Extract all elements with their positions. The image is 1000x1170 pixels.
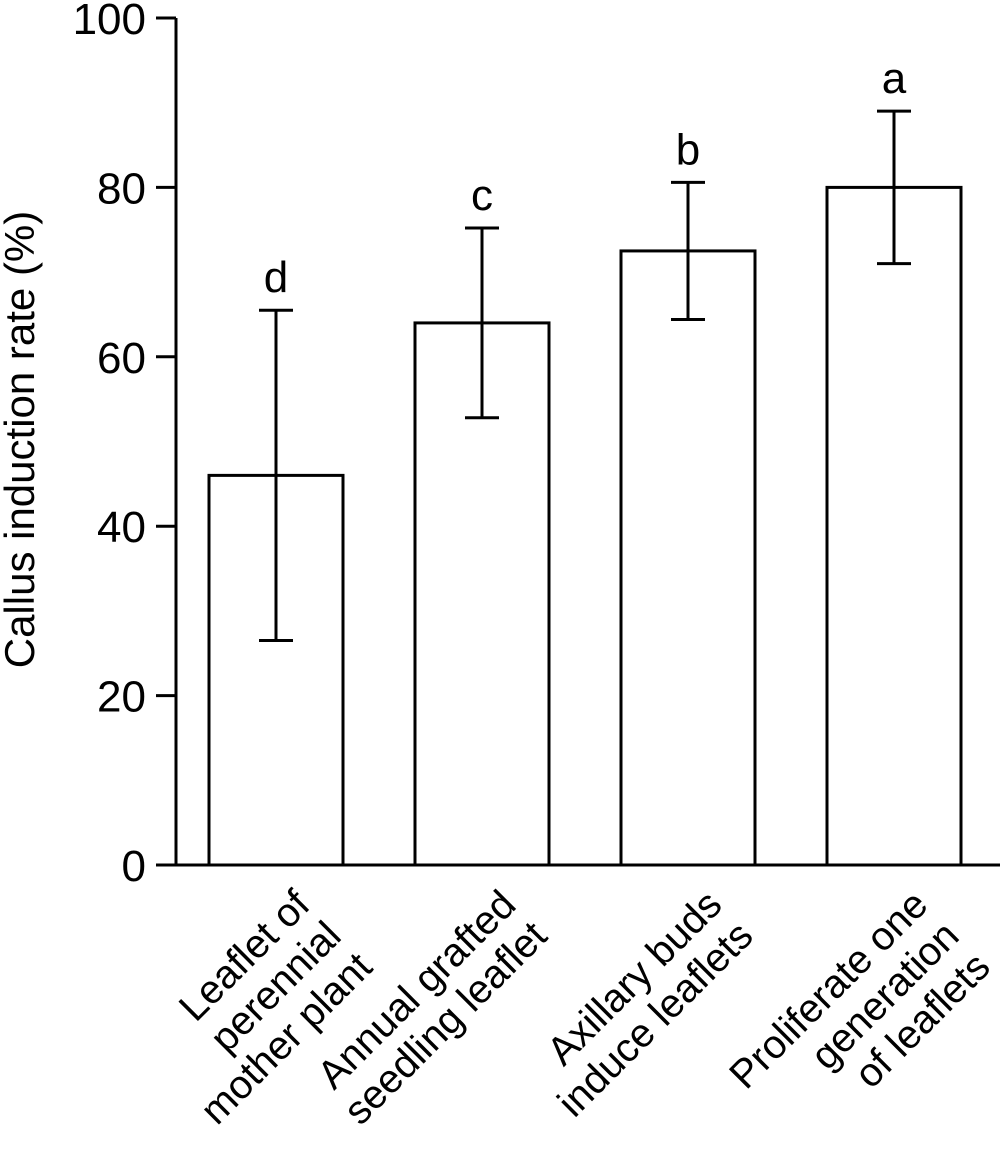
y-axis-title: Callus induction rate (%) [0, 211, 43, 669]
y-tick-label: 20 [97, 673, 146, 722]
bar-3 [825, 185, 963, 867]
y-tick-label: 0 [122, 842, 146, 891]
axes: 0 20 40 60 80 100 Callus induction rate (%) [0, 0, 1000, 891]
bars [207, 185, 963, 867]
error-bars [259, 109, 911, 643]
significance-label-2: b [676, 125, 700, 174]
y-tick-label: 100 [73, 0, 146, 44]
significance-label-0: d [264, 253, 288, 302]
significance-label-1: c [471, 171, 493, 220]
bar-2 [619, 249, 757, 867]
significance-label-3: a [882, 54, 907, 103]
y-tick-label: 40 [97, 503, 146, 552]
y-tick-label: 60 [97, 334, 146, 383]
y-tick-label: 80 [97, 164, 146, 213]
